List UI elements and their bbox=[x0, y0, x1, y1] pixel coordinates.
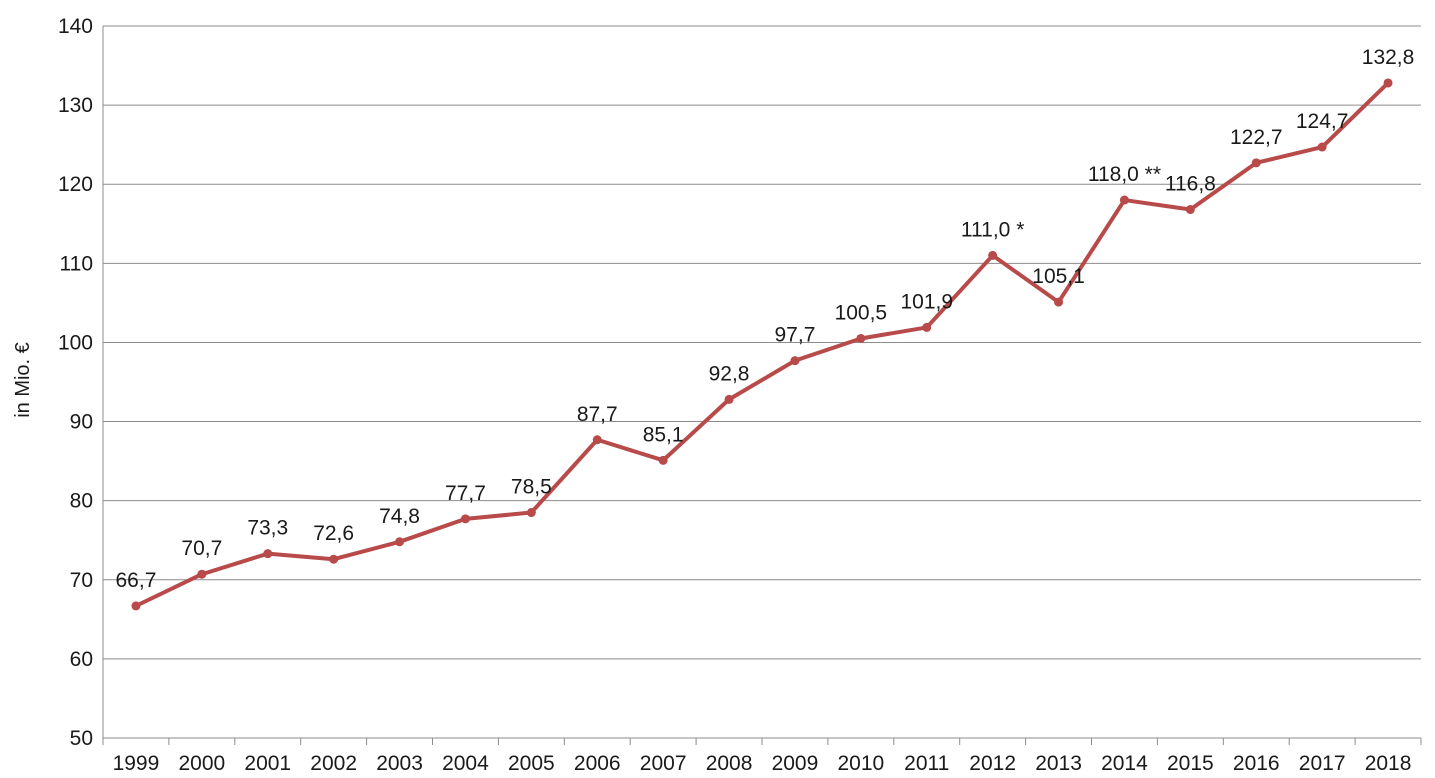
data-label: 116,8 bbox=[1165, 173, 1216, 196]
data-point bbox=[988, 250, 998, 260]
data-point bbox=[1185, 205, 1195, 215]
x-tick-label: 2008 bbox=[706, 752, 753, 775]
x-tick-label: 2007 bbox=[640, 752, 687, 775]
data-label: 66,7 bbox=[116, 569, 157, 592]
x-tick-label: 2013 bbox=[1035, 752, 1082, 775]
data-point bbox=[1317, 142, 1327, 152]
data-point bbox=[790, 356, 800, 366]
data-point bbox=[592, 435, 602, 445]
x-tick-labels: 1999 2000 2001 2002 2003 2004 2005 2006 2007 2008… bbox=[113, 752, 1412, 775]
data-labels: 66,7 70,7 73,3 72,6 74,8 77,7 78,5 87,7 85,1 92,8… bbox=[116, 46, 1415, 592]
data-point bbox=[1119, 195, 1129, 205]
data-label: 100,5 bbox=[835, 301, 888, 324]
data-point bbox=[131, 601, 141, 611]
data-point bbox=[1251, 158, 1261, 168]
series-line bbox=[131, 78, 1393, 611]
data-label: 92,8 bbox=[709, 362, 750, 385]
x-tick-label: 2003 bbox=[376, 752, 423, 775]
gridlines bbox=[103, 25, 1421, 660]
x-tick-label: 2005 bbox=[508, 752, 555, 775]
data-label: 122,7 bbox=[1230, 126, 1283, 149]
data-point bbox=[1383, 78, 1393, 88]
data-point bbox=[856, 333, 866, 343]
y-tick-label: 100 bbox=[58, 331, 93, 354]
data-label: 132,8 bbox=[1362, 46, 1415, 69]
data-point bbox=[263, 549, 273, 559]
x-tick-label: 2009 bbox=[772, 752, 819, 775]
data-label: 77,7 bbox=[445, 482, 486, 505]
data-label: 87,7 bbox=[577, 403, 618, 426]
data-label: 97,7 bbox=[775, 324, 816, 347]
data-label: 70,7 bbox=[181, 537, 222, 560]
x-tick-label: 2011 bbox=[904, 752, 949, 775]
y-tick-label: 90 bbox=[70, 411, 93, 434]
data-label: 72,6 bbox=[313, 522, 354, 545]
data-label: 74,8 bbox=[379, 505, 420, 528]
data-point bbox=[197, 569, 207, 579]
x-tick-label: 2014 bbox=[1101, 752, 1148, 775]
y-tick-label: 50 bbox=[70, 727, 93, 750]
data-label: 111,0 * bbox=[961, 218, 1024, 241]
x-tick-label: 2004 bbox=[442, 752, 489, 775]
x-tick-label: 2017 bbox=[1299, 752, 1346, 775]
data-point bbox=[329, 554, 339, 564]
data-point bbox=[526, 508, 536, 518]
data-label: 101,9 bbox=[900, 290, 953, 313]
y-tick-label: 120 bbox=[58, 173, 93, 196]
y-tick-label: 80 bbox=[70, 490, 93, 513]
series-line-path bbox=[133, 80, 1391, 608]
x-tick-label: 2001 bbox=[244, 752, 291, 775]
data-point bbox=[1054, 297, 1064, 307]
x-tick-label: 2006 bbox=[574, 752, 621, 775]
axes bbox=[102, 26, 1422, 745]
y-tick-labels: 50 60 70 80 90 100 110 120 130 140 bbox=[58, 15, 93, 750]
x-tick-label: 2000 bbox=[178, 752, 225, 775]
data-label: 73,3 bbox=[247, 517, 288, 540]
data-label: 118,0 ** bbox=[1088, 163, 1161, 186]
data-label: 105,1 bbox=[1032, 265, 1085, 288]
x-tick-label: 2012 bbox=[969, 752, 1016, 775]
y-tick-label: 130 bbox=[58, 94, 93, 117]
y-tick-label: 140 bbox=[58, 15, 93, 38]
x-tick-label: 2016 bbox=[1233, 752, 1280, 775]
data-point bbox=[922, 322, 932, 332]
data-point bbox=[658, 455, 668, 465]
y-tick-label: 70 bbox=[70, 569, 93, 592]
x-tick-label: 2018 bbox=[1365, 752, 1412, 775]
data-label: 78,5 bbox=[511, 476, 552, 499]
x-tick-label: 2010 bbox=[837, 752, 884, 775]
data-point bbox=[460, 514, 470, 524]
data-point bbox=[395, 537, 405, 547]
x-tick-label: 2002 bbox=[310, 752, 357, 775]
y-axis-label: in Mio. € bbox=[12, 342, 34, 418]
x-tick-label: 2015 bbox=[1167, 752, 1214, 775]
x-tick-label: 1999 bbox=[113, 752, 160, 775]
data-point bbox=[724, 394, 734, 404]
y-tick-label: 60 bbox=[70, 648, 93, 671]
data-label: 85,1 bbox=[643, 423, 684, 446]
data-label: 124,7 bbox=[1296, 110, 1349, 133]
y-tick-label: 110 bbox=[60, 252, 93, 275]
